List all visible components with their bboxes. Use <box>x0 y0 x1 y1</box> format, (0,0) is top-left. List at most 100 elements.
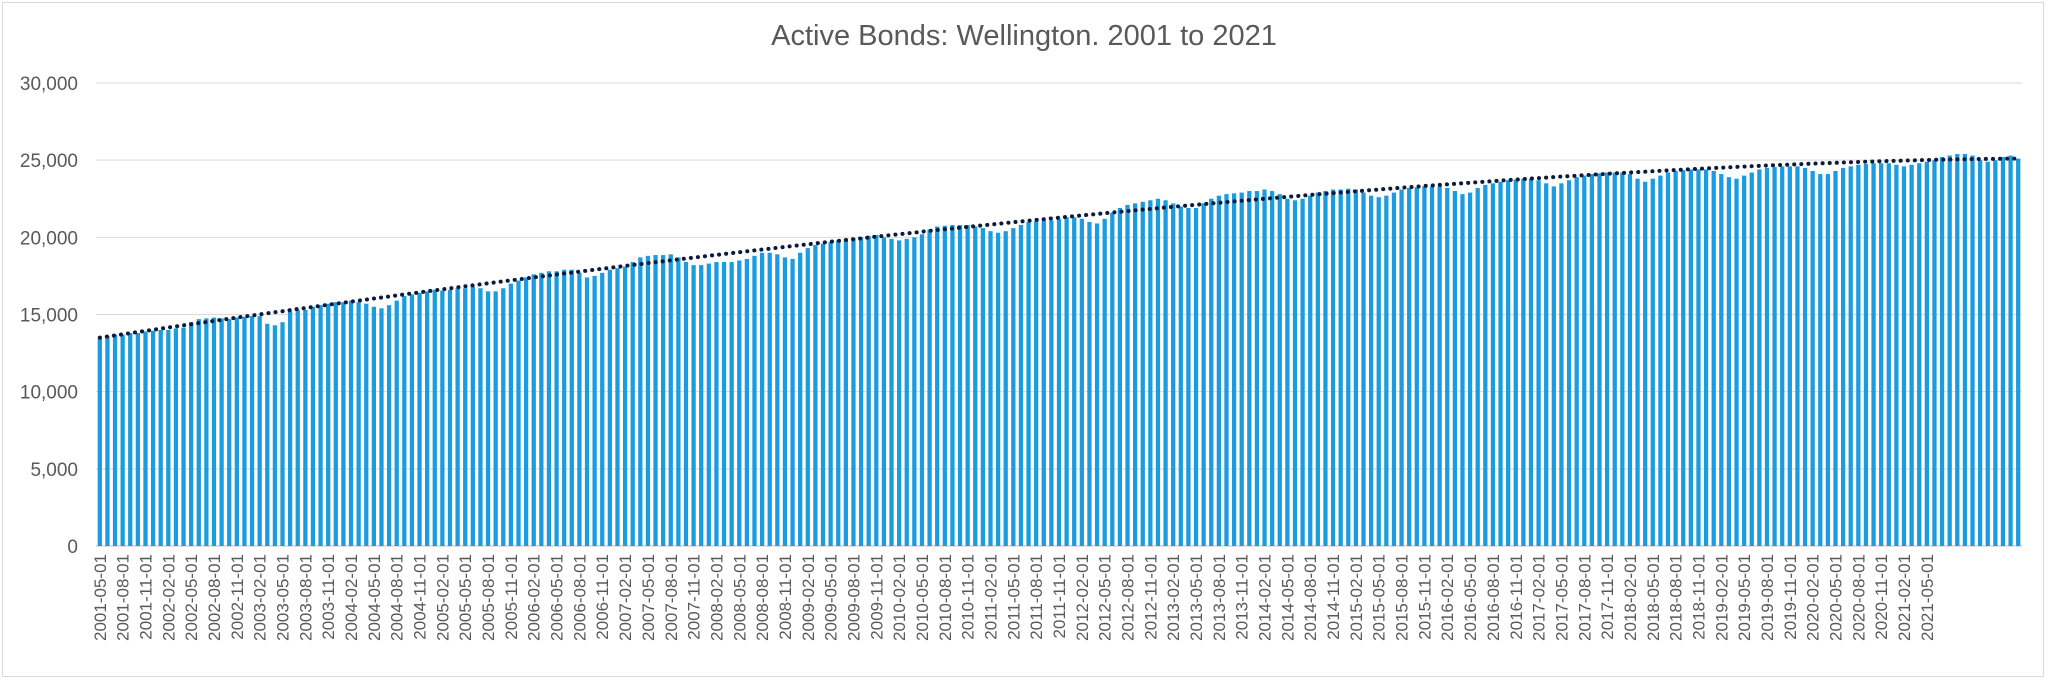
bar <box>1346 188 1351 547</box>
bar <box>1673 170 1678 546</box>
x-tick-label: 2019-11-01 <box>1781 554 1800 640</box>
x-tick-label: 2010-02-01 <box>890 554 909 641</box>
bar <box>1163 200 1168 546</box>
bar <box>508 283 514 546</box>
x-tick-label: 2021-05-01 <box>1918 554 1937 641</box>
x-tick-label: 2001-11-01 <box>136 554 155 640</box>
bar <box>927 229 932 546</box>
bar <box>1049 220 1054 546</box>
x-tick-label: 2002-08-01 <box>205 554 224 641</box>
bar <box>1445 187 1450 547</box>
bar <box>600 272 605 546</box>
bar <box>1460 194 1465 546</box>
bar <box>1125 204 1130 546</box>
bar <box>1437 186 1442 547</box>
bar <box>1856 164 1861 546</box>
x-tick-label: 2005-02-01 <box>433 554 452 641</box>
bar <box>531 274 536 546</box>
bar <box>683 262 689 546</box>
bar <box>539 272 544 546</box>
bar <box>189 322 194 546</box>
bar <box>775 254 780 546</box>
bar <box>645 255 651 546</box>
bar <box>607 269 612 546</box>
bar <box>1559 183 1564 547</box>
bar <box>1544 183 1549 547</box>
x-tick-label: 2011-08-01 <box>1027 554 1046 640</box>
bar <box>447 289 453 546</box>
bar <box>1643 181 1648 547</box>
bar <box>1719 174 1724 546</box>
bar <box>653 255 658 546</box>
bar <box>1368 195 1374 546</box>
bar <box>1528 178 1534 547</box>
bar <box>1422 186 1427 547</box>
bar <box>584 277 590 546</box>
x-tick-label: 2005-08-01 <box>479 554 498 641</box>
bar <box>714 262 719 546</box>
bar <box>1825 174 1831 546</box>
bar <box>1483 184 1488 547</box>
bar <box>866 235 871 547</box>
bar <box>1734 178 1739 547</box>
bar <box>402 295 407 546</box>
bar <box>615 268 620 546</box>
x-tick-label: 2010-08-01 <box>936 554 955 641</box>
bar <box>1787 166 1792 546</box>
bar <box>1216 195 1221 546</box>
bar <box>699 265 704 546</box>
bar <box>523 277 529 546</box>
bar <box>759 252 765 546</box>
bar <box>858 237 864 547</box>
x-tick-label: 2016-05-01 <box>1461 554 1480 641</box>
x-tick-label: 2020-02-01 <box>1804 554 1823 641</box>
bar <box>158 329 163 546</box>
bar <box>1429 186 1435 547</box>
bar <box>516 280 521 546</box>
x-tick-label: 2016-02-01 <box>1438 554 1457 641</box>
x-tick-label: 2014-11-01 <box>1324 554 1343 640</box>
bar <box>1407 187 1412 547</box>
bar <box>493 291 498 546</box>
bar <box>326 303 331 546</box>
bar <box>1620 172 1625 546</box>
chart-title: Active Bonds: Wellington. 2001 to 2021 <box>771 20 1277 52</box>
x-tick-label: 2004-11-01 <box>411 554 430 640</box>
bar <box>1498 181 1503 547</box>
x-tick-label: 2002-11-01 <box>228 554 247 640</box>
bar <box>1338 189 1343 547</box>
y-tick-label: 25,000 <box>20 151 78 172</box>
x-tick-label: 2017-08-01 <box>1575 554 1594 641</box>
bar <box>478 288 483 546</box>
bar <box>219 318 224 546</box>
bar <box>1589 174 1595 546</box>
bar <box>1924 161 1929 546</box>
x-tick-label: 2014-08-01 <box>1301 554 1320 641</box>
x-tick-label: 2011-05-01 <box>1004 554 1023 640</box>
bar <box>1026 221 1031 546</box>
bar <box>310 306 316 546</box>
bar <box>1285 198 1290 546</box>
bar <box>1521 178 1526 547</box>
bar <box>935 226 940 546</box>
x-tick-label: 2009-05-01 <box>822 554 841 641</box>
bar <box>135 333 141 546</box>
bar <box>820 243 826 547</box>
bar <box>348 300 354 546</box>
bar <box>1254 191 1260 547</box>
bar <box>341 302 346 546</box>
bar <box>1665 172 1671 546</box>
bar <box>1780 166 1785 546</box>
bar <box>1079 218 1084 546</box>
y-axis-ticks: 0 5,000 10,000 15,000 20,000 25,000 30,000 <box>20 74 78 558</box>
x-tick-label: 2003-11-01 <box>319 554 338 640</box>
bar <box>798 252 803 546</box>
y-tick-label: 10,000 <box>20 383 78 404</box>
bar <box>1795 166 1800 546</box>
bar <box>1574 177 1579 547</box>
bar <box>706 263 711 546</box>
bar <box>1391 192 1397 546</box>
bar <box>379 308 384 546</box>
y-tick-label: 15,000 <box>20 306 78 327</box>
